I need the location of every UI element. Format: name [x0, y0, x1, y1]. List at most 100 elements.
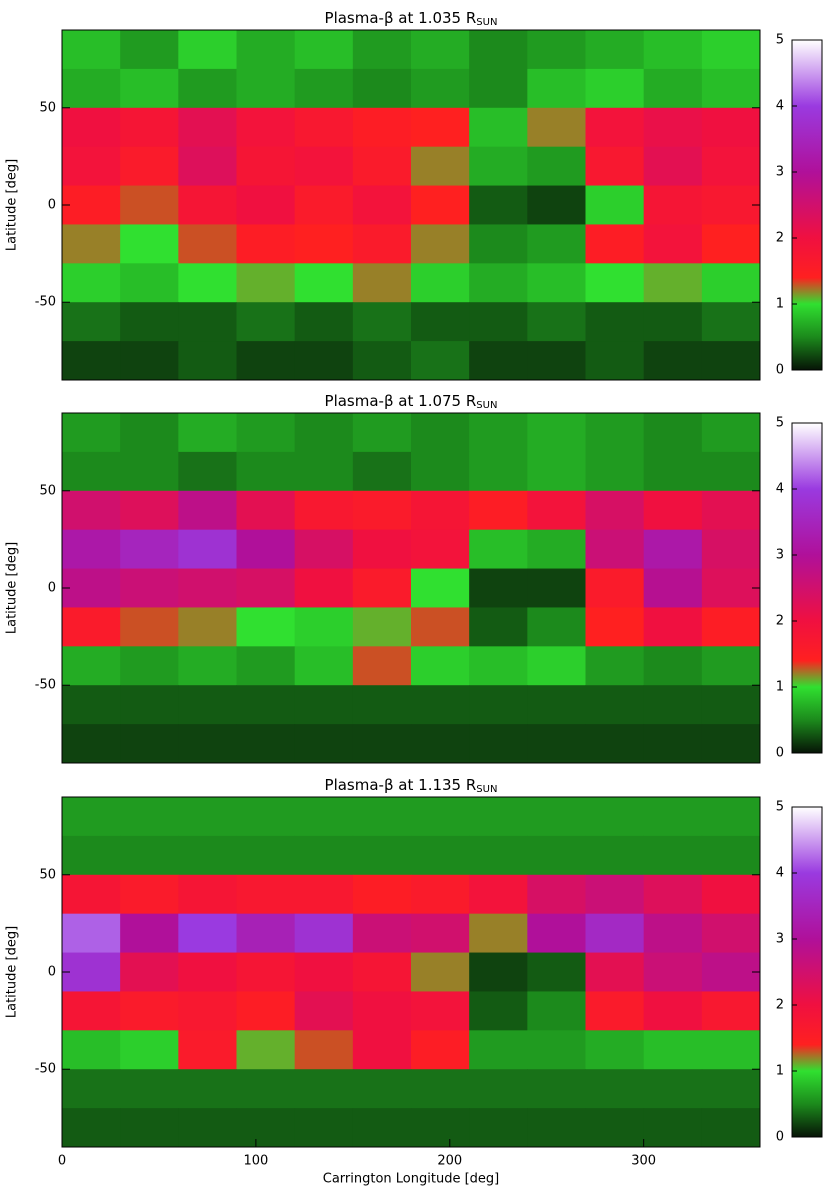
cell — [294, 341, 354, 381]
cell — [701, 797, 761, 837]
cell — [178, 451, 237, 492]
cell — [120, 913, 179, 954]
cell — [62, 413, 121, 453]
cell — [236, 341, 296, 381]
cell — [701, 68, 761, 109]
cell — [352, 68, 412, 109]
cell — [527, 30, 586, 70]
cell — [62, 107, 121, 148]
cell — [527, 490, 586, 531]
panel-title: Plasma-β at 1.075 RSUN — [325, 392, 498, 412]
title-text: Plasma-β at 1.135 R — [325, 776, 477, 794]
cell — [411, 1069, 470, 1109]
cell — [585, 185, 645, 225]
cell — [469, 302, 528, 342]
colorbar — [791, 422, 823, 754]
cell — [236, 413, 296, 453]
cell — [469, 451, 528, 492]
cell — [120, 991, 179, 1031]
cell — [701, 568, 761, 608]
cell — [643, 646, 703, 686]
cell — [178, 1108, 237, 1148]
cell — [527, 913, 586, 954]
colorbar-tick-label: 3 — [776, 165, 784, 180]
cell — [62, 1108, 121, 1148]
cell — [120, 224, 179, 264]
cell — [352, 224, 412, 264]
cell — [643, 607, 703, 647]
cell — [178, 529, 237, 570]
cell — [120, 1030, 179, 1070]
colorbar-tick-label: 3 — [776, 932, 784, 947]
cell — [236, 724, 296, 764]
cell — [469, 991, 528, 1031]
cell — [527, 991, 586, 1031]
cell — [178, 646, 237, 686]
cell — [411, 568, 470, 608]
cell — [236, 107, 296, 148]
cell — [294, 1030, 354, 1070]
cell — [352, 1108, 412, 1148]
cell — [411, 1108, 470, 1148]
cell — [527, 1108, 586, 1148]
title-subscript: SUN — [476, 17, 497, 28]
cell — [585, 685, 645, 725]
cell — [62, 835, 121, 876]
cell — [701, 302, 761, 342]
cell — [585, 107, 645, 148]
cell — [411, 952, 470, 992]
cell — [62, 529, 121, 570]
cell — [701, 607, 761, 647]
cell — [120, 107, 179, 148]
cell — [527, 224, 586, 264]
cell — [643, 224, 703, 264]
cell — [178, 607, 237, 647]
cell — [469, 646, 528, 686]
colorbar-tick-label: 1 — [776, 1064, 784, 1079]
cell — [178, 685, 237, 725]
cell — [411, 30, 470, 70]
cell — [120, 30, 179, 70]
cell — [643, 1108, 703, 1148]
colorbar — [791, 39, 823, 371]
cell — [701, 490, 761, 531]
cell — [643, 451, 703, 492]
cell — [527, 413, 586, 453]
cell — [585, 568, 645, 608]
panel-title: Plasma-β at 1.135 RSUN — [325, 776, 498, 796]
cell — [294, 646, 354, 686]
colorbar-tick-label: 2 — [776, 614, 784, 629]
colorbar-tick-label: 5 — [776, 800, 784, 815]
cell — [527, 1030, 586, 1070]
cell — [469, 30, 528, 70]
y-axis-label: Latitude [deg] — [5, 926, 20, 1018]
cell — [236, 490, 296, 531]
cell — [236, 607, 296, 647]
cell — [62, 952, 121, 992]
cell — [643, 185, 703, 225]
cell — [469, 341, 528, 381]
cell — [411, 451, 470, 492]
x-tick-label: 200 — [437, 1154, 462, 1169]
cell — [643, 835, 703, 876]
cell — [352, 685, 412, 725]
cell — [178, 1069, 237, 1109]
cell — [527, 646, 586, 686]
cell — [62, 568, 121, 608]
cell — [294, 490, 354, 531]
cell — [585, 302, 645, 342]
cell — [469, 146, 528, 187]
cell — [643, 1069, 703, 1109]
cell — [701, 991, 761, 1031]
cell — [469, 1108, 528, 1148]
cell — [352, 1069, 412, 1109]
cell — [236, 874, 296, 915]
cell — [294, 724, 354, 764]
cell — [62, 797, 121, 837]
cell — [643, 952, 703, 992]
panel-title: Plasma-β at 1.035 RSUN — [325, 9, 498, 29]
cell — [352, 185, 412, 225]
cell — [585, 413, 645, 453]
cell — [294, 685, 354, 725]
colorbar — [791, 806, 823, 1138]
